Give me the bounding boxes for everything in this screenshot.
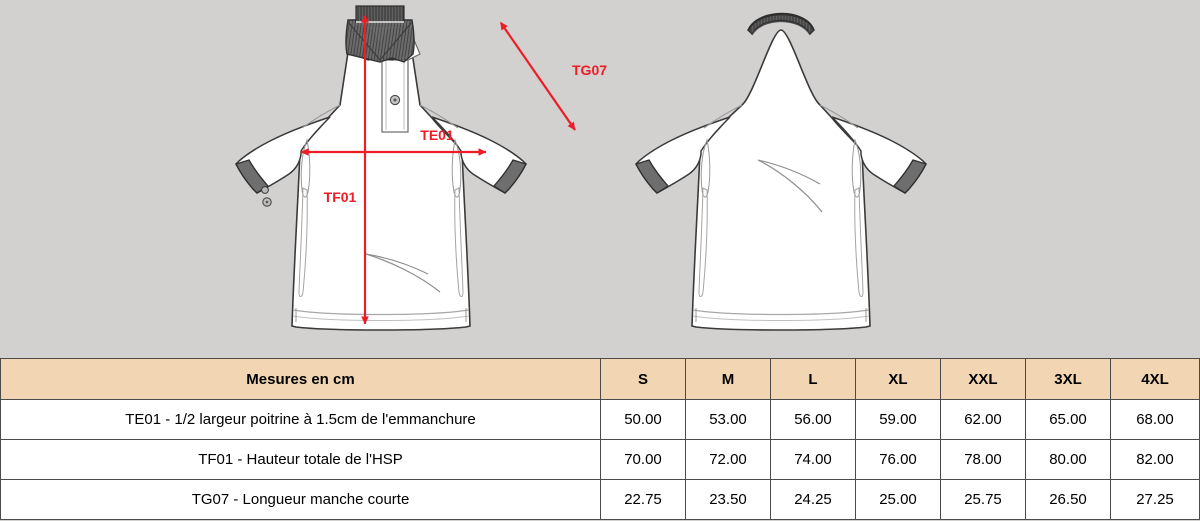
table-row: TE01 - 1/2 largeur poitrine à 1.5cm de l… <box>0 399 1200 440</box>
front-hem-line <box>292 309 470 316</box>
front-right-shoulder-seam <box>419 104 459 129</box>
header-measures: Mesures en cm <box>0 358 601 400</box>
row-tf01-value-4xl: 82.00 <box>1110 439 1200 480</box>
row-tg07-value-4xl: 27.25 <box>1110 479 1200 520</box>
header-size-l: L <box>770 358 856 400</box>
front-left-shoulder-seam <box>301 104 341 129</box>
header-size-3xl: 3XL <box>1025 358 1111 400</box>
row-tg07-value-xxl: 25.75 <box>940 479 1026 520</box>
front-left-armhole-crease <box>300 138 311 198</box>
row-tf01-name: TF01 - Hauteur totale de l'HSP <box>0 439 601 480</box>
tg07-dimension-arrow <box>500 21 576 131</box>
row-te01-value-4xl: 68.00 <box>1110 399 1200 440</box>
front-placket-button-hole <box>393 98 397 102</box>
row-tg07-name: TG07 - Longueur manche courte <box>0 479 601 520</box>
dimension-annotations: TF01 TE01 TG07 <box>300 14 607 325</box>
back-right-cuff <box>893 159 927 194</box>
te01-label: TE01 <box>420 127 454 143</box>
row-te01-value-s: 50.00 <box>600 399 686 440</box>
back-collar-top-edge <box>747 13 815 32</box>
tg07-label: TG07 <box>572 62 607 78</box>
row-te01-name: TE01 - 1/2 largeur poitrine à 1.5cm de l… <box>0 399 601 440</box>
row-tg07-value-3xl: 26.50 <box>1025 479 1111 520</box>
row-tf01-value-3xl: 80.00 <box>1025 439 1111 480</box>
row-tf01-value-xxl: 78.00 <box>940 439 1026 480</box>
header-size-s: S <box>600 358 686 400</box>
front-hem-line-2 <box>292 315 470 321</box>
row-tg07-value-s: 22.75 <box>600 479 686 520</box>
table-row: TF01 - Hauteur totale de l'HSP 70.00 72.… <box>0 439 1200 480</box>
header-size-xxl: XXL <box>940 358 1026 400</box>
back-left-side-drape <box>698 187 708 297</box>
back-body-crease-2 <box>757 159 821 185</box>
back-collar-bottom-edge <box>751 21 811 36</box>
row-tf01-value-s: 70.00 <box>600 439 686 480</box>
back-left-cuff <box>635 159 669 194</box>
header-size-xl: XL <box>855 358 941 400</box>
row-tg07-value-xl: 25.00 <box>855 479 941 520</box>
technical-drawing-area: TF01 TE01 TG07 <box>0 0 1200 358</box>
back-hem-line-2 <box>692 315 870 321</box>
front-collar-stand <box>355 5 405 23</box>
front-body-crease-2 <box>365 253 429 275</box>
header-size-m: M <box>685 358 771 400</box>
back-right-shoulder-seam <box>819 104 859 129</box>
back-view <box>635 12 927 331</box>
spare-button-hole <box>265 200 269 204</box>
front-collar <box>345 19 415 63</box>
front-left-cuff-button <box>261 186 269 194</box>
row-te01-value-xxl: 62.00 <box>940 399 1026 440</box>
back-left-shoulder-seam <box>703 104 743 129</box>
back-right-side-drape <box>854 187 864 297</box>
row-te01-value-3xl: 65.00 <box>1025 399 1111 440</box>
back-hem-line <box>692 309 870 316</box>
front-left-side-drape <box>298 187 308 297</box>
row-tf01-value-l: 74.00 <box>770 439 856 480</box>
front-body-crease-1 <box>365 253 441 293</box>
back-right-armhole-crease <box>851 138 862 198</box>
row-tf01-value-m: 72.00 <box>685 439 771 480</box>
drawing-background <box>0 0 1200 358</box>
row-te01-value-m: 53.00 <box>685 399 771 440</box>
row-te01-value-l: 56.00 <box>770 399 856 440</box>
header-size-4xl: 4XL <box>1110 358 1200 400</box>
row-te01-value-xl: 59.00 <box>855 399 941 440</box>
front-right-cuff <box>493 159 527 194</box>
front-right-side-drape <box>454 187 464 297</box>
row-tf01-value-xl: 76.00 <box>855 439 941 480</box>
back-left-armhole-crease <box>700 138 711 198</box>
back-body-crease-1 <box>757 159 823 213</box>
table-header-row: Mesures en cm S M L XL XXL 3XL 4XL <box>0 358 1200 400</box>
row-tg07-value-m: 23.50 <box>685 479 771 520</box>
row-tg07-value-l: 24.25 <box>770 479 856 520</box>
measurements-table: Mesures en cm S M L XL XXL 3XL 4XL TE01 … <box>0 358 1200 520</box>
front-right-armhole-crease <box>451 138 462 198</box>
table-row: TG07 - Longueur manche courte 22.75 23.5… <box>0 479 1200 520</box>
tf01-label: TF01 <box>324 189 357 205</box>
